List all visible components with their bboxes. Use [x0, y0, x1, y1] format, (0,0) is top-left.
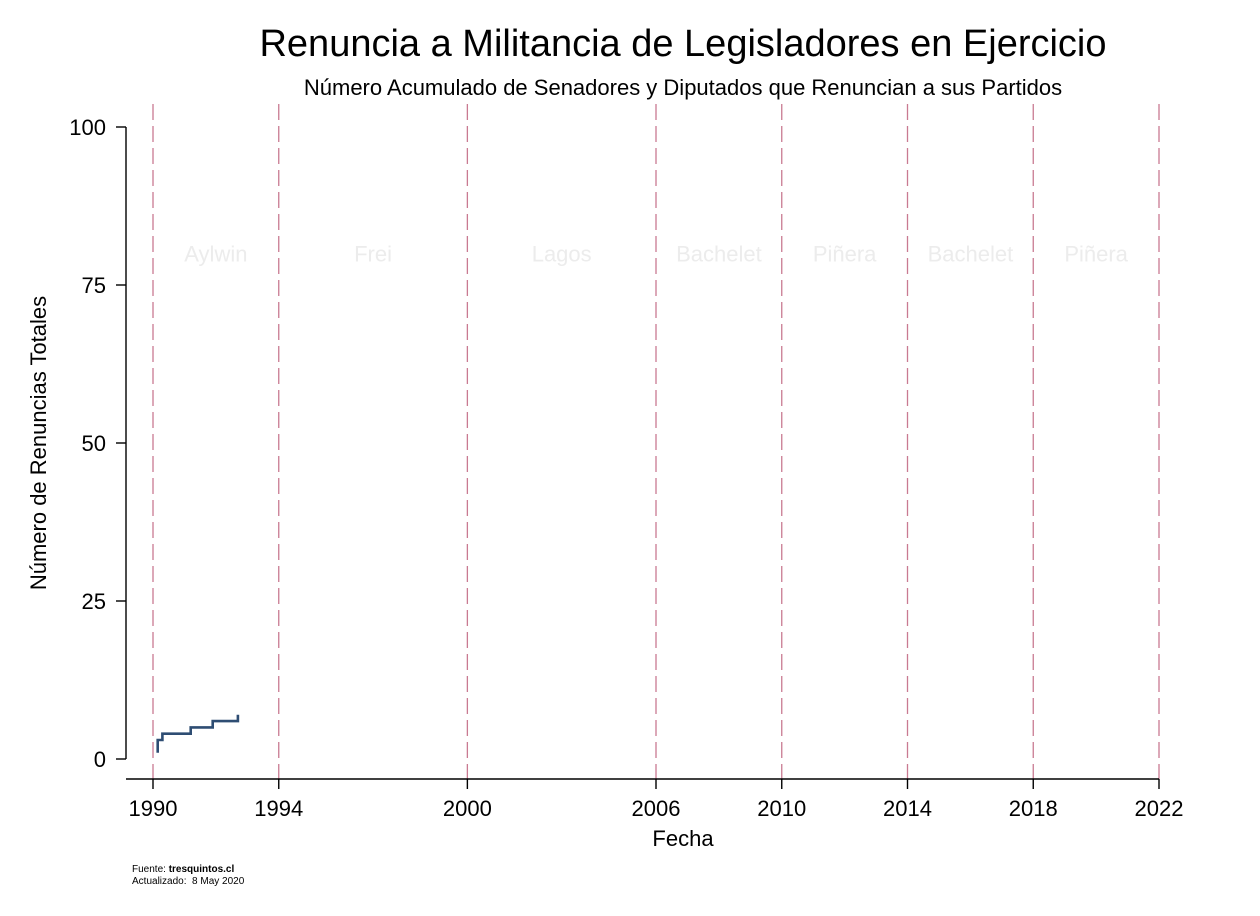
x-tick-label-2010: 2010	[757, 796, 806, 821]
y-tick-label-50: 50	[82, 431, 106, 456]
series-line-0	[156, 714, 240, 753]
y-tick-label-25: 25	[82, 589, 106, 614]
x-tick-label-2014: 2014	[883, 796, 932, 821]
y-axis-label: Número de Renuncias Totales	[26, 296, 51, 590]
x-axis-label: Fecha	[652, 826, 714, 851]
era-label-5: Bachelet	[928, 241, 1014, 266]
era-labels: Aylwin Frei Lagos Bachelet Piñera Bachelet Piñ…	[184, 241, 1128, 266]
era-label-6: Piñera	[1064, 241, 1128, 266]
y-axis: 0 25 50 75 100	[69, 115, 127, 772]
chart-subtitle: Número Acumulado de Senadores y Diputado…	[304, 75, 1062, 100]
y-tick-label-75: 75	[82, 273, 106, 298]
era-label-0: Aylwin	[184, 241, 247, 266]
y-tick-label-100: 100	[69, 115, 106, 140]
era-label-4: Piñera	[813, 241, 877, 266]
x-tick-label-1990: 1990	[129, 796, 178, 821]
source-prefix: Fuente:	[132, 864, 169, 875]
source-name: tresquintos.cl	[168, 864, 235, 875]
x-axis: 1990 1994 2000 2006 2010 2014 2018 2022	[126, 778, 1184, 821]
updated-label: Actualizado:	[132, 876, 187, 887]
x-tick-label-2000: 2000	[443, 796, 492, 821]
chart-title: Renuncia a Militancia de Legisladores en…	[259, 23, 1106, 65]
era-label-1: Frei	[354, 241, 392, 266]
era-divider-lines	[152, 104, 1160, 779]
x-tick-label-2006: 2006	[632, 796, 681, 821]
x-tick-label-2018: 2018	[1009, 796, 1058, 821]
y-tick-label-0: 0	[94, 747, 106, 772]
x-tick-label-1994: 1994	[254, 796, 303, 821]
source-line: Fuente: tresquintos.cl	[132, 864, 244, 876]
era-label-3: Bachelet	[676, 241, 762, 266]
source-note: Fuente: tresquintos.cl Actualizado: 8 Ma…	[132, 864, 244, 888]
series-group	[156, 714, 240, 753]
era-label-2: Lagos	[532, 241, 592, 266]
x-tick-label-2022: 2022	[1135, 796, 1184, 821]
updated-line: Actualizado: 8 May 2020	[132, 876, 244, 888]
updated-date: 8 May 2020	[192, 876, 245, 887]
